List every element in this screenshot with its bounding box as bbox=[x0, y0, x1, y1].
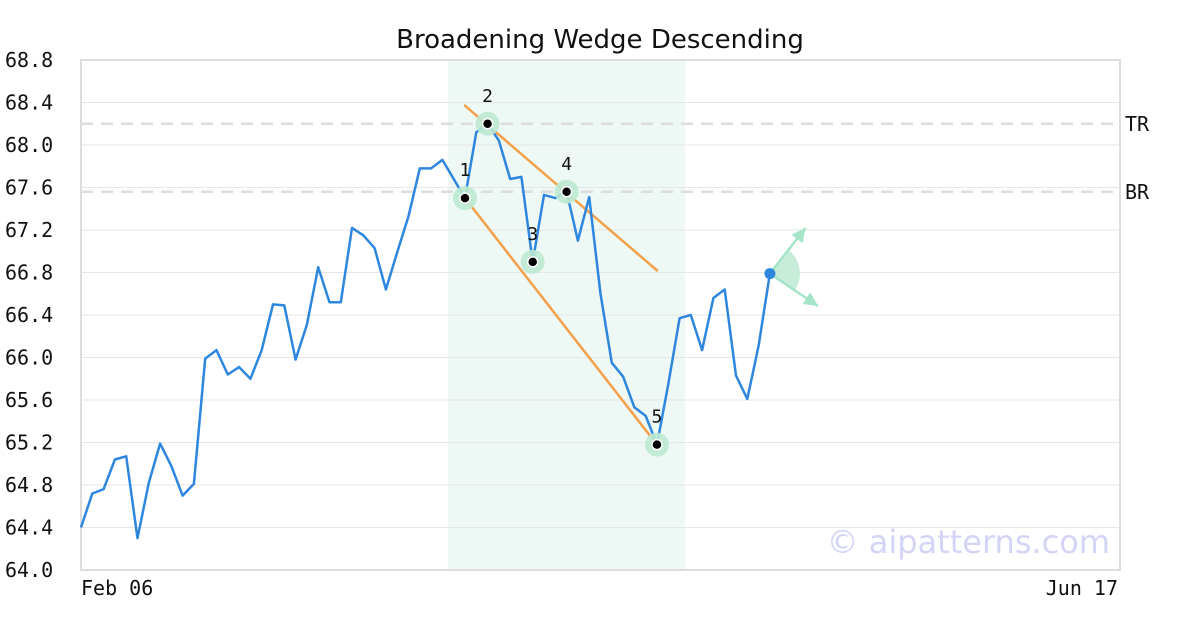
projection-sector bbox=[769, 249, 800, 291]
level-lines-layer: TR BR bbox=[81, 112, 1150, 204]
current-price-marker bbox=[764, 268, 776, 280]
plot-frame bbox=[80, 59, 1121, 571]
pattern-point: 1 bbox=[452, 160, 477, 211]
chart-title: Broadening Wedge Descending bbox=[396, 25, 804, 55]
grid-layer bbox=[81, 59, 1120, 571]
projection-layer bbox=[764, 227, 819, 308]
x-tick-label: Feb 06 bbox=[81, 576, 153, 600]
level-label: TR bbox=[1125, 112, 1150, 136]
pattern-point: 3 bbox=[520, 224, 545, 274]
x-axis-ticks: Feb 06 Jun 17 bbox=[81, 576, 1118, 600]
x-tick-label: Jun 17 bbox=[1046, 576, 1118, 600]
pattern-point-label: 3 bbox=[527, 224, 538, 245]
pattern-point-marker bbox=[481, 118, 494, 130]
y-tick-label: 65.6 bbox=[5, 388, 53, 412]
pattern-point: 2 bbox=[475, 86, 500, 136]
y-axis-ticks: 64.0 64.4 64.8 65.2 65.6 66.0 66.4 66.8 67.2 67.6… bbox=[5, 48, 53, 582]
level-label: BR bbox=[1125, 180, 1150, 204]
y-tick-label: 68.4 bbox=[5, 91, 53, 115]
y-tick-label: 68.8 bbox=[5, 48, 53, 72]
y-tick-label: 65.2 bbox=[5, 431, 53, 455]
pattern-point-label: 2 bbox=[482, 86, 493, 107]
y-tick-label: 66.8 bbox=[5, 261, 53, 285]
pattern-point-label: 5 bbox=[652, 407, 663, 428]
projection-arrow-down-head bbox=[802, 292, 818, 306]
y-tick-label: 66.0 bbox=[5, 346, 53, 370]
pattern-points-layer: 1 2 3 4 5 bbox=[452, 86, 669, 457]
y-tick-label: 67.2 bbox=[5, 218, 53, 242]
y-tick-label: 67.6 bbox=[5, 176, 53, 200]
pattern-point-marker bbox=[560, 186, 573, 198]
y-tick-label: 64.4 bbox=[5, 516, 53, 540]
y-tick-label: 64.0 bbox=[5, 558, 53, 582]
pattern-point-marker bbox=[526, 256, 539, 268]
y-tick-label: 66.4 bbox=[5, 303, 53, 327]
pattern-point: 5 bbox=[644, 407, 669, 457]
pattern-point-marker bbox=[459, 192, 471, 204]
y-tick-label: 64.8 bbox=[5, 473, 53, 497]
pattern-point-label: 1 bbox=[460, 160, 471, 181]
pattern-point-label: 4 bbox=[561, 154, 572, 175]
projection-arrow-up-head bbox=[791, 227, 806, 244]
y-tick-label: 68.0 bbox=[5, 133, 53, 157]
pattern-point-marker bbox=[651, 438, 663, 451]
lower-trendline bbox=[463, 196, 659, 446]
watermark: © aipatterns.com bbox=[827, 523, 1110, 561]
pattern-point: 4 bbox=[554, 154, 579, 204]
